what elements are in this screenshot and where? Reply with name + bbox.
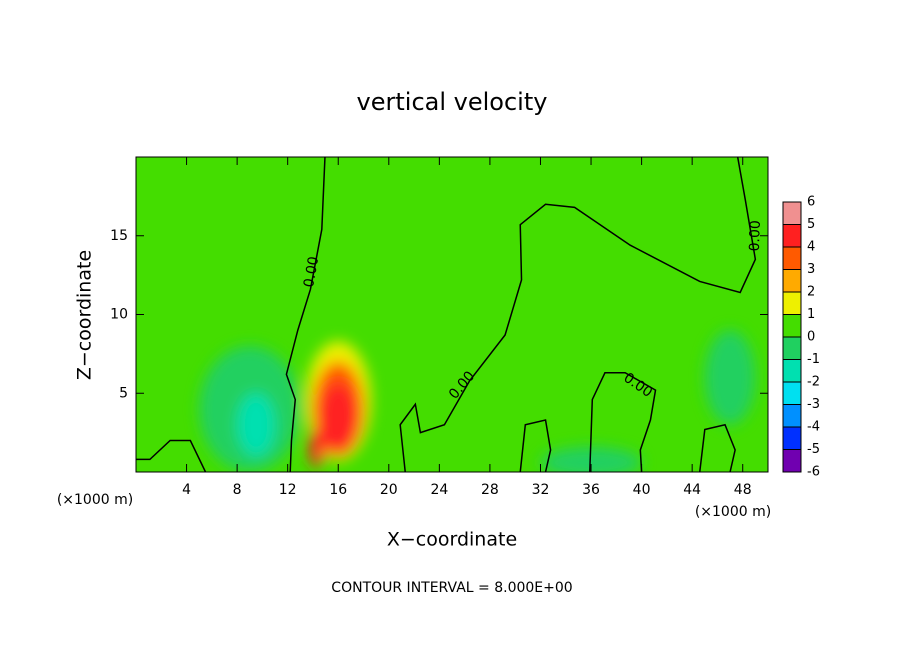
- colorbar-box: [782, 291, 802, 315]
- colorbar-label: -5: [807, 442, 820, 457]
- colorbar-label: 1: [807, 307, 815, 322]
- colorbar-label: 5: [807, 217, 815, 232]
- field-blob: [237, 393, 276, 457]
- colorbar-label: 6: [807, 195, 815, 210]
- field-blob: [704, 330, 756, 425]
- field: [199, 330, 756, 472]
- x-tick-label: 4: [182, 482, 191, 498]
- contour-line: [399, 157, 757, 472]
- x-tick-label: 24: [430, 482, 448, 498]
- colorbar-box: [782, 426, 802, 450]
- colorbar-box: [782, 404, 802, 428]
- colorbar-box: [782, 269, 802, 293]
- field-blob: [319, 382, 358, 452]
- colorbar-box: [782, 201, 802, 225]
- y-tick-label: 15: [110, 228, 128, 244]
- x-tick-label: 20: [380, 482, 398, 498]
- field-blob: [540, 446, 642, 472]
- x-tick-label: 28: [481, 482, 499, 498]
- colorbar-label: 0: [807, 330, 815, 345]
- plot-area: [136, 157, 768, 472]
- colorbar-label: -4: [807, 420, 820, 435]
- contour-line: [698, 423, 736, 472]
- contour-line: [589, 372, 657, 472]
- contour-line: [519, 419, 552, 472]
- colorbar-label: -6: [807, 465, 820, 480]
- contour-line: [285, 157, 326, 472]
- colorbar-label: -3: [807, 397, 820, 412]
- colorbar-label: 4: [807, 240, 815, 255]
- x-tick-label: 12: [279, 482, 297, 498]
- footer: CONTOUR INTERVAL = 8.000E+00: [331, 580, 572, 596]
- x-tick-label: 44: [683, 482, 701, 498]
- colorbar-label: -1: [807, 352, 820, 367]
- contour-label: 0.00: [301, 255, 322, 288]
- field-blob: [309, 429, 325, 468]
- x-tick-label: 16: [329, 482, 347, 498]
- y-tick-label: 10: [110, 307, 128, 323]
- x-unit-label: (×1000 m): [57, 492, 133, 508]
- colorbar-box: [782, 336, 802, 360]
- x-tick-label: 48: [734, 482, 752, 498]
- colorbar-box: [782, 246, 802, 270]
- colorbar-box: [782, 314, 802, 338]
- chart-title: vertical velocity: [357, 88, 548, 116]
- y-tick-label: 5: [119, 385, 128, 401]
- colorbar-box: [782, 381, 802, 405]
- contour-line: [136, 439, 207, 472]
- contour-label: 0.00: [747, 220, 764, 252]
- colorbar-label: 3: [807, 262, 815, 277]
- colorbar-box: [782, 359, 802, 383]
- x-tick-label: 32: [532, 482, 550, 498]
- colorbar-label: -2: [807, 375, 820, 390]
- colorbar-box: [782, 224, 802, 248]
- x-tick-label: 40: [633, 482, 651, 498]
- x-tick-label: 36: [582, 482, 600, 498]
- x-unit-label: (×1000 m): [695, 504, 771, 520]
- colorbar-label: 2: [807, 285, 815, 300]
- x-axis-label: X−coordinate: [387, 529, 517, 551]
- x-tick-label: 8: [233, 482, 242, 498]
- y-axis-label: Z−coordinate: [74, 250, 96, 380]
- colorbar-box: [782, 449, 802, 473]
